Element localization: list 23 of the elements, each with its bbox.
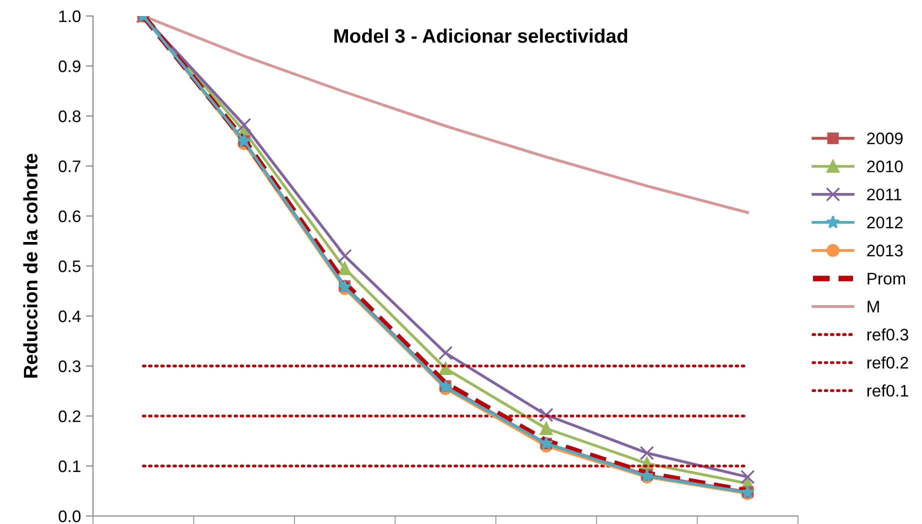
- y-tick-label: 0.6: [58, 210, 80, 222]
- legend-label: 2010: [867, 160, 903, 172]
- y-tick-label: 0.9: [58, 60, 80, 72]
- legend-label: ref0.1: [867, 384, 908, 397]
- legend-label: ref0.2: [867, 356, 908, 369]
- legend-label: 2012: [867, 216, 903, 228]
- legend-label: Prom: [868, 272, 906, 284]
- y-tick-label: 0.5: [58, 260, 80, 272]
- legend-label: ref0.3: [867, 328, 908, 341]
- y-axis-title: Reduccion de la cohorte: [23, 154, 38, 378]
- y-tick-label: 0.3: [58, 360, 80, 372]
- y-tick-label: 0.7: [58, 160, 80, 172]
- y-tick-label: 1.0: [59, 10, 81, 22]
- y-tick-label: 0.0: [58, 510, 81, 522]
- text: Model 3 - Adicionar selectividad: [334, 28, 628, 43]
- legend-label: M: [868, 300, 879, 312]
- y-tick-label: 0.1: [58, 460, 80, 472]
- y-tick-label: 0.4: [58, 310, 81, 322]
- y-tick-label: 0.8: [58, 110, 80, 122]
- y-tick-label: 0.2: [58, 410, 80, 422]
- legend-label: 2009: [867, 132, 903, 144]
- legend-label: 2013: [867, 244, 903, 256]
- legend-label: 2011: [867, 188, 902, 200]
